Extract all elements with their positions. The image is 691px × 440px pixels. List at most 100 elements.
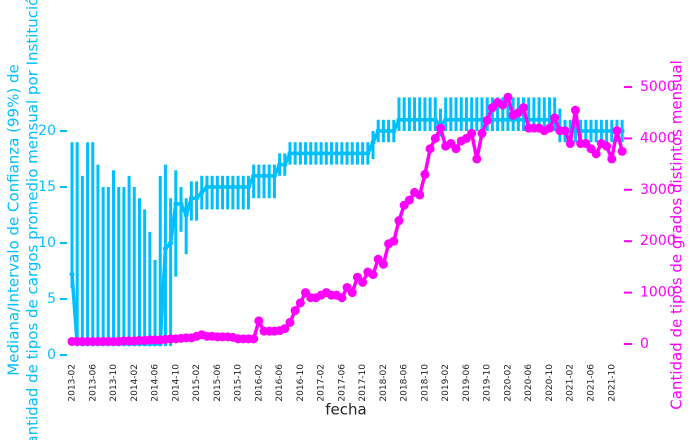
point: [565, 139, 575, 149]
point: [313, 150, 319, 156]
x-tick-label: 2018-10: [420, 364, 430, 402]
point: [173, 201, 179, 207]
point: [417, 117, 423, 123]
point: [503, 92, 513, 102]
y-tick-label: 10: [38, 235, 56, 251]
x-tick-label: 2018-06: [400, 364, 410, 402]
y-tick-label: 15: [38, 179, 56, 195]
x-tick-label: 2017-10: [358, 364, 368, 402]
point: [443, 117, 449, 123]
point: [412, 117, 418, 123]
point: [391, 128, 397, 134]
point: [183, 212, 189, 218]
point: [249, 334, 259, 344]
point: [500, 117, 506, 123]
y2-tick-label: 4000: [640, 130, 676, 146]
point: [448, 117, 454, 123]
point: [162, 246, 168, 252]
x-tick-label: 2013-10: [109, 364, 119, 402]
x-tick-label: 2020-02: [503, 364, 513, 402]
point: [477, 128, 487, 138]
point: [541, 117, 547, 123]
point: [572, 128, 578, 134]
x-tick-label: 2019-02: [441, 364, 451, 402]
point: [339, 150, 345, 156]
point: [401, 117, 407, 123]
point: [209, 184, 215, 190]
point: [612, 126, 622, 136]
point: [230, 184, 236, 190]
x-tick-label: 2016-10: [296, 364, 306, 402]
point: [254, 316, 264, 326]
point: [303, 150, 309, 156]
point: [560, 126, 570, 136]
point: [360, 150, 366, 156]
x-tick-label: 2015-06: [213, 364, 223, 402]
point: [178, 201, 184, 207]
point: [420, 169, 430, 179]
point: [349, 150, 355, 156]
point: [617, 146, 627, 156]
x-tick-label: 2020-06: [524, 364, 534, 402]
point: [251, 173, 257, 179]
point: [598, 128, 604, 134]
point: [69, 271, 75, 277]
point: [380, 128, 386, 134]
point: [396, 117, 402, 123]
x-tick-label: 2013-06: [88, 364, 98, 402]
point: [467, 128, 477, 138]
point: [394, 216, 404, 226]
x-tick-label: 2013-02: [68, 364, 78, 402]
point: [271, 173, 277, 179]
x-tick-label: 2014-10: [171, 364, 181, 402]
point: [430, 133, 440, 143]
point: [425, 144, 435, 154]
point: [261, 173, 267, 179]
point: [365, 150, 371, 156]
point: [323, 150, 329, 156]
point: [591, 149, 601, 159]
point: [256, 173, 262, 179]
point: [368, 270, 378, 280]
x-tick-label: 2021-10: [607, 364, 617, 402]
point: [347, 288, 357, 298]
y2-tick-label: 0: [640, 336, 649, 352]
point: [337, 293, 347, 303]
point: [245, 184, 251, 190]
point: [607, 154, 617, 164]
point: [458, 117, 464, 123]
point: [308, 150, 314, 156]
point: [544, 123, 554, 133]
point: [453, 117, 459, 123]
point: [344, 150, 350, 156]
point: [406, 117, 412, 123]
x-tick-label: 2016-06: [275, 364, 285, 402]
y-axis-label: Mediana/Intervalo de Confianza (99%) de: [5, 64, 23, 375]
point: [358, 277, 368, 287]
point: [354, 150, 360, 156]
point: [583, 128, 589, 134]
point: [463, 117, 469, 123]
point: [415, 190, 425, 200]
point: [235, 184, 241, 190]
point: [550, 113, 560, 123]
y2-tick-label: 5000: [640, 79, 676, 95]
y2-tick-label: 3000: [640, 182, 676, 198]
point: [285, 317, 295, 327]
point: [318, 150, 324, 156]
x-tick-label: 2019-10: [483, 364, 493, 402]
x-tick-label: 2017-02: [317, 364, 327, 402]
point: [593, 128, 599, 134]
point: [280, 324, 290, 334]
point: [519, 103, 529, 113]
point: [604, 128, 610, 134]
point: [469, 117, 475, 123]
x-tick-label: 2021-06: [587, 364, 597, 402]
point: [297, 150, 303, 156]
point: [482, 115, 492, 125]
x-tick-label: 2017-06: [337, 364, 347, 402]
point: [204, 184, 210, 190]
point: [194, 195, 200, 201]
point: [378, 259, 388, 269]
point: [422, 117, 428, 123]
